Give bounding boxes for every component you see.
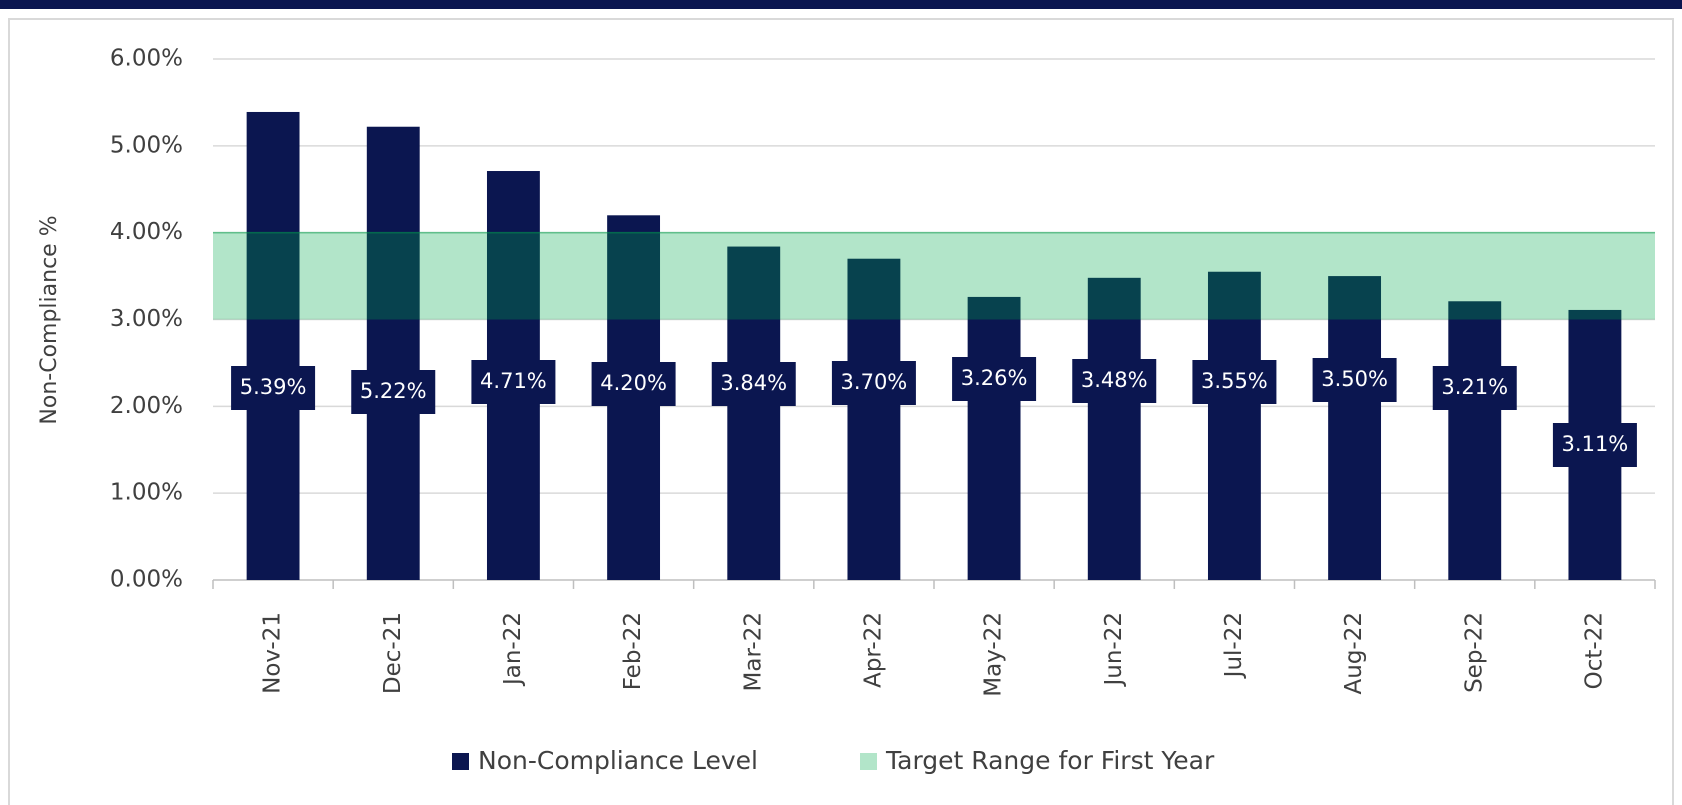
data-label: 4.20% <box>600 371 667 395</box>
data-label-box <box>591 362 676 406</box>
x-tick-label: Dec-21 <box>380 612 406 694</box>
x-tick-label: Jun-22 <box>1101 612 1127 688</box>
data-label-box <box>471 360 556 404</box>
bar <box>1328 276 1382 580</box>
target-range-band <box>213 232 1655 320</box>
data-label: 3.84% <box>720 371 787 395</box>
bar <box>366 126 420 580</box>
x-tick-label: Oct-22 <box>1581 612 1607 689</box>
bar <box>727 246 781 580</box>
bar <box>246 111 300 581</box>
data-label-box <box>1312 358 1397 402</box>
data-label-box <box>1072 359 1157 403</box>
bar <box>1087 277 1141 580</box>
data-label-box <box>711 362 796 406</box>
x-tick-label: Jan-22 <box>500 612 526 687</box>
top-bar <box>0 0 1682 9</box>
y-tick-label: 2.00% <box>110 393 183 419</box>
x-tick-label: May-22 <box>981 612 1007 697</box>
data-label: 3.21% <box>1441 375 1508 399</box>
data-label-box <box>1192 360 1277 404</box>
bar <box>1448 301 1502 580</box>
legend-label: Target Range for First Year <box>885 746 1215 775</box>
data-label: 3.11% <box>1562 432 1629 456</box>
data-label-box <box>231 366 316 410</box>
data-label-box <box>1552 423 1637 467</box>
x-tick-label: Sep-22 <box>1461 612 1487 693</box>
bar <box>1207 271 1261 580</box>
data-label-box <box>1432 366 1517 410</box>
x-tick-label: Apr-22 <box>860 612 886 688</box>
x-tick-label: Jul-22 <box>1221 612 1247 679</box>
data-label: 3.50% <box>1321 367 1388 391</box>
data-label-box <box>351 370 436 414</box>
y-tick-label: 4.00% <box>110 219 183 245</box>
y-tick-label: 5.00% <box>110 132 183 158</box>
y-axis-title: Non-Compliance % <box>37 215 62 424</box>
bar <box>967 296 1021 580</box>
y-tick-label: 0.00% <box>110 567 183 593</box>
data-label: 5.22% <box>360 379 427 403</box>
x-tick-label: Mar-22 <box>740 612 766 692</box>
x-tick-label: Aug-22 <box>1341 612 1367 694</box>
data-label: 5.39% <box>240 375 307 399</box>
y-tick-label: 6.00% <box>110 46 183 72</box>
data-label: 3.26% <box>961 366 1028 390</box>
data-label: 3.48% <box>1081 368 1148 392</box>
data-label: 3.70% <box>841 370 908 394</box>
legend-label: Non-Compliance Level <box>478 746 758 775</box>
legend-swatch <box>860 753 877 770</box>
bar <box>847 258 901 580</box>
data-label: 3.55% <box>1201 369 1268 393</box>
chart-frame <box>8 18 1674 805</box>
data-label-box <box>831 361 916 405</box>
data-label-box <box>952 357 1037 401</box>
x-tick-label: Nov-21 <box>260 612 286 694</box>
legend-swatch <box>452 753 469 770</box>
y-tick-label: 1.00% <box>110 480 183 506</box>
y-tick-label: 3.00% <box>110 306 183 332</box>
data-label: 4.71% <box>480 369 547 393</box>
x-tick-label: Feb-22 <box>620 612 646 690</box>
